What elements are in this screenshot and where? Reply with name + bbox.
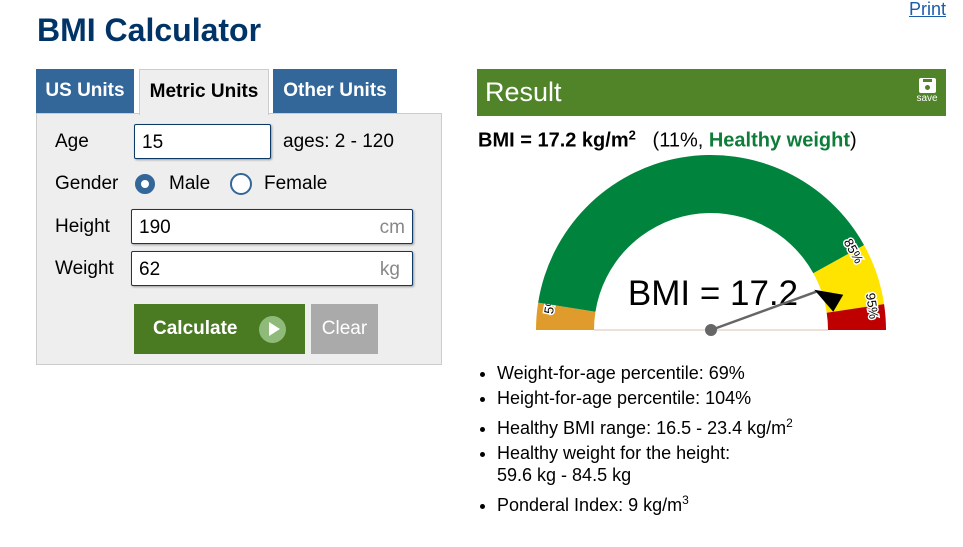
gauge-label: BMI = 17.2 [628,274,798,313]
tab-us-units[interactable]: US Units [36,69,134,113]
tab-metric-units[interactable]: Metric Units [139,69,269,115]
gauge-segment [536,302,596,330]
male-label[interactable]: Male [169,173,211,194]
gauge-segment [538,155,865,312]
age-input[interactable]: 15 [134,124,271,159]
weight-unit: kg [379,259,400,280]
female-label[interactable]: Female [264,173,328,194]
list-item: Healthy BMI range: 16.5 - 23.4 kg/m2 [497,412,793,439]
print-link[interactable]: Print [908,0,946,19]
height-label: Height [55,216,110,237]
bmi-gauge: 5%85%95% BMI = 17.2 [536,155,886,336]
list-item: Weight-for-age percentile: 69% [497,362,793,384]
save-icon[interactable]: save [915,78,939,104]
clear-button[interactable]: Clear [311,304,378,354]
bmi-summary: BMI = 17.2 kg/m2 (11%, Healthy weight) [478,127,857,153]
bmi-category: Healthy weight [708,129,850,152]
age-hint: ages: 2 - 120 [283,131,394,152]
gauge-needle [710,290,817,332]
needle-pivot [705,324,717,336]
list-item: Ponderal Index: 9 kg/m3 [497,489,793,516]
result-header: Result save [477,69,946,116]
height-unit: cm [379,217,405,238]
age-value: 15 [142,132,164,153]
male-radio[interactable] [135,174,155,194]
gauge-segment [826,304,886,330]
calculate-label: Calculate [153,318,238,339]
save-label: save [916,93,938,104]
weight-input[interactable]: 62 kg [131,251,413,286]
needle-arrow [814,289,844,312]
age-label: Age [55,131,89,152]
bmi-close: ) [850,129,857,152]
bmi-value: BMI = 17.2 kg/m [478,129,629,152]
calculate-button[interactable]: Calculate [134,304,305,354]
list-item: Height-for-age percentile: 104% [497,387,793,409]
female-radio[interactable] [230,173,252,195]
result-title: Result [485,77,562,107]
list-item: Healthy weight for the height:59.6 kg - … [497,442,793,486]
bmi-unit-sup: 2 [628,127,636,142]
weight-label: Weight [55,258,114,279]
page-title: BMI Calculator [37,12,262,48]
height-value: 190 [139,217,171,238]
gauge-tick-label: 95% [863,292,882,320]
gender-label: Gender [55,173,119,194]
bmi-percentile: (11%, [652,129,709,152]
weight-value: 62 [139,259,161,280]
play-icon [259,316,286,343]
height-input[interactable]: 190 cm [131,209,413,244]
details-list: Weight-for-age percentile: 69% Height-fo… [477,362,793,519]
tab-other-units[interactable]: Other Units [273,69,397,113]
